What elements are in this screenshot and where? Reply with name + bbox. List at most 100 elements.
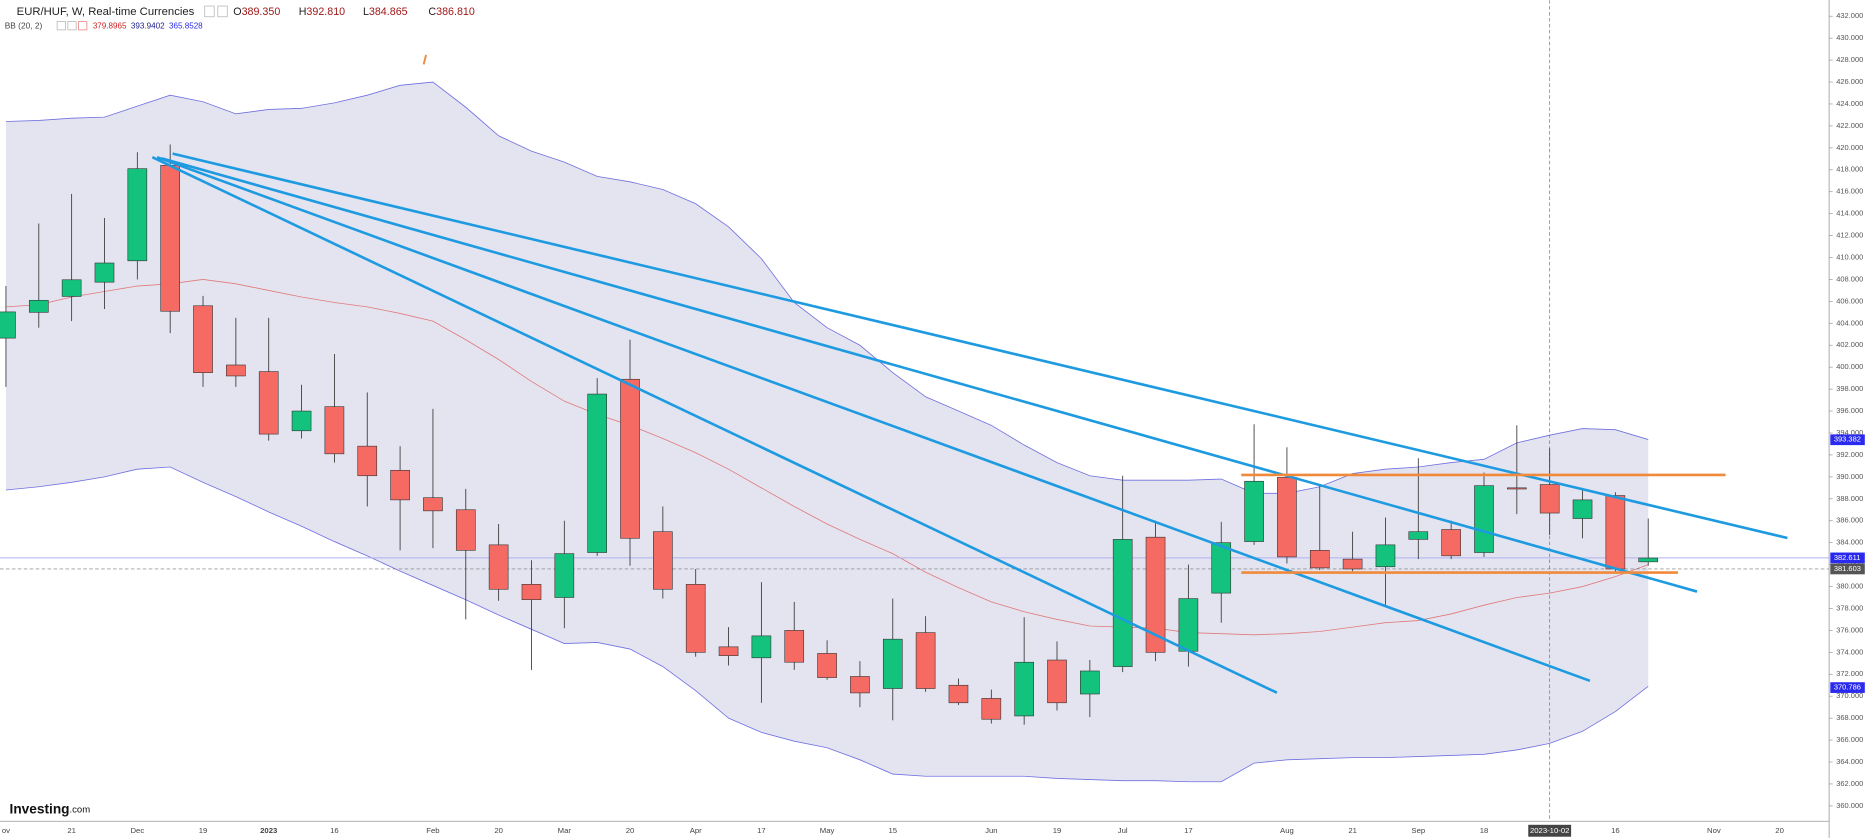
trend-line[interactable]	[161, 157, 1698, 593]
y-tick-label: 404.000	[1836, 318, 1863, 327]
x-tick-label: 19	[199, 826, 208, 835]
quote: L384.865	[363, 6, 408, 18]
candle-body	[193, 305, 213, 373]
candle-body	[850, 676, 870, 694]
candle-body	[1474, 485, 1494, 553]
candle-body	[61, 279, 82, 297]
y-tick-label: 370.000	[1836, 691, 1863, 700]
y-tick-label: 426.000	[1836, 77, 1863, 86]
candle-body	[521, 584, 542, 600]
candle-body	[1014, 661, 1034, 717]
candle-body	[1178, 598, 1199, 652]
x-tick-label: Feb	[426, 826, 439, 835]
y-tick-label: 428.000	[1836, 55, 1863, 64]
indicator-reading: 365.8528	[169, 21, 203, 30]
candle-body	[488, 544, 509, 590]
mark	[422, 54, 427, 65]
quote: C386.810	[428, 6, 474, 18]
quote-value: 386.810	[436, 6, 475, 18]
y-tick-label: 398.000	[1836, 384, 1863, 393]
y-tick-label: 376.000	[1836, 625, 1863, 634]
candle-body	[1638, 557, 1659, 563]
candle-body	[817, 653, 837, 678]
icon[interactable]	[56, 21, 66, 31]
y-tick-label: 400.000	[1836, 362, 1863, 371]
price-label: 370.786	[1834, 683, 1861, 692]
y-tick-label: 406.000	[1836, 296, 1863, 305]
x-tick-label: Sep	[1411, 826, 1425, 835]
x-tick-label: 16	[330, 826, 339, 835]
y-tick-label: 402.000	[1836, 340, 1863, 349]
candle-body	[0, 311, 16, 339]
logo: Investing.com	[10, 801, 91, 816]
x-tick-label: Jul	[1118, 826, 1128, 835]
y-tick-label: 414.000	[1836, 209, 1863, 218]
quote: H392.810	[299, 6, 345, 18]
x-tick-label: 2023	[260, 826, 278, 835]
candle-body	[1572, 499, 1593, 519]
x-tick-label: 2023-10-02	[1530, 826, 1569, 835]
candle-body	[653, 531, 673, 590]
x-tick-label: Nov	[1707, 826, 1721, 835]
price-label: 393.382	[1834, 435, 1861, 444]
x-tick-label: 20	[626, 826, 635, 835]
candle-body	[324, 406, 345, 455]
candle-body	[291, 410, 312, 432]
price-label-box	[1830, 552, 1865, 564]
icon[interactable]	[217, 5, 228, 18]
quote-name: H	[299, 6, 307, 18]
x-tick-label: 17	[757, 826, 766, 835]
candle-body	[160, 165, 180, 312]
logo-suffix: .com	[70, 804, 91, 815]
y-tick-label: 392.000	[1836, 450, 1863, 459]
indicator-reading: 393.9402	[131, 21, 165, 30]
y-tick-label: 396.000	[1836, 406, 1863, 415]
price-label: 381.603	[1834, 564, 1861, 573]
y-tick-label: 366.000	[1836, 735, 1863, 744]
icon[interactable]	[67, 21, 77, 31]
y-tick-label: 416.000	[1836, 187, 1863, 196]
chart-title: EUR/HUF, W, Real-time Currencies	[17, 6, 195, 18]
y-tick-label: 408.000	[1836, 274, 1863, 283]
axes: 360.000 362.000 364.000 366.000 368.000 370.0…	[2, 11, 1865, 837]
x-tick-label: 21	[67, 826, 76, 835]
icon[interactable]	[78, 21, 88, 31]
logo-name: Investing	[10, 801, 70, 816]
y-tick-label: 380.000	[1836, 582, 1863, 591]
x-tick-label: Apr	[690, 826, 702, 835]
price-label-box	[1830, 563, 1865, 575]
trend-line[interactable]	[151, 156, 1278, 694]
quote-value: 389.350	[242, 6, 281, 18]
x-tick-label: Mar	[558, 826, 572, 835]
trend-line[interactable]	[156, 155, 1591, 683]
candle-body	[455, 509, 476, 551]
quote-name: C	[428, 6, 436, 18]
candle-body	[390, 469, 410, 501]
x-label-highlight	[1528, 824, 1572, 837]
price-label-box	[1830, 682, 1865, 693]
band-lower	[5, 466, 1649, 783]
y-tick-label: 422.000	[1836, 121, 1863, 130]
x-tick-label: 16	[1611, 826, 1620, 835]
x-tick-label: 20	[494, 826, 503, 835]
candle-body	[948, 684, 969, 704]
y-tick-label: 430.000	[1836, 33, 1863, 42]
y-tick-label: 364.000	[1836, 757, 1863, 766]
candle-body	[28, 299, 49, 313]
y-tick-label: 410.000	[1836, 252, 1863, 261]
y-tick-label: 368.000	[1836, 713, 1863, 722]
x-tick-label: May	[820, 826, 835, 835]
y-tick-label: 388.000	[1836, 494, 1863, 503]
candle-body	[981, 698, 1002, 720]
x-tick-label: 15	[888, 826, 897, 835]
icon[interactable]	[204, 5, 215, 18]
candle-body	[1244, 480, 1264, 542]
candle-body	[357, 445, 378, 477]
y-tick-label: 378.000	[1836, 603, 1863, 612]
plot-area	[0, 0, 1830, 822]
quote-value: 384.865	[369, 6, 408, 18]
candle-body	[1112, 539, 1133, 667]
candle-body	[1309, 550, 1330, 569]
candle-body	[1342, 558, 1363, 570]
